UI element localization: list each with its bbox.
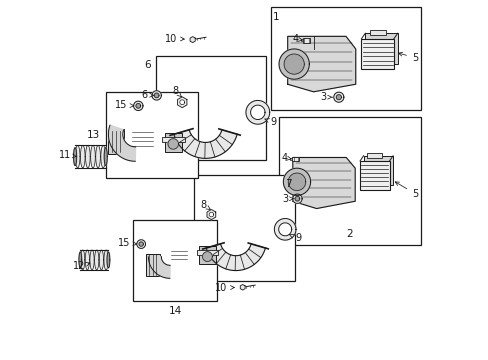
Bar [365, 33, 397, 64]
Text: 9: 9 [264, 117, 276, 127]
Polygon shape [85, 145, 90, 168]
Bar [278, 117, 420, 245]
Polygon shape [81, 250, 84, 270]
Polygon shape [240, 284, 244, 290]
Polygon shape [206, 244, 265, 271]
Bar [162, 137, 184, 142]
Polygon shape [90, 250, 94, 270]
Text: 11: 11 [59, 150, 77, 160]
Polygon shape [133, 101, 142, 111]
Bar [108, 129, 123, 154]
Polygon shape [180, 100, 184, 105]
Text: 10: 10 [215, 283, 234, 293]
Text: 6: 6 [141, 90, 153, 100]
Polygon shape [139, 242, 143, 246]
Polygon shape [85, 250, 89, 270]
Text: 12: 12 [73, 261, 90, 271]
Bar [363, 156, 392, 185]
Polygon shape [174, 130, 237, 158]
Polygon shape [96, 145, 100, 168]
Polygon shape [107, 252, 110, 268]
Bar [133, 220, 217, 301]
Polygon shape [81, 145, 85, 168]
Text: 10: 10 [164, 33, 184, 44]
Polygon shape [336, 95, 341, 100]
Text: 3: 3 [282, 194, 293, 204]
Polygon shape [99, 250, 103, 270]
Polygon shape [294, 197, 299, 201]
Polygon shape [287, 173, 305, 190]
Polygon shape [152, 91, 161, 100]
Bar [292, 157, 298, 161]
Text: 13: 13 [87, 130, 101, 140]
Polygon shape [90, 145, 95, 168]
Polygon shape [209, 212, 213, 217]
Text: 15: 15 [115, 100, 134, 110]
Text: 5: 5 [398, 52, 417, 63]
Bar [369, 30, 385, 35]
Text: 5: 5 [394, 182, 417, 199]
Polygon shape [104, 250, 108, 270]
Polygon shape [75, 145, 80, 168]
Polygon shape [287, 36, 355, 92]
Bar [366, 153, 382, 158]
Text: 7: 7 [284, 179, 291, 189]
Bar [361, 39, 393, 69]
Text: 4: 4 [281, 153, 290, 163]
Bar [300, 39, 302, 41]
Bar [106, 92, 197, 178]
Polygon shape [136, 104, 141, 108]
Polygon shape [283, 168, 310, 195]
Text: 4: 4 [292, 34, 302, 44]
Polygon shape [202, 252, 212, 261]
Bar [359, 161, 389, 190]
Polygon shape [333, 92, 343, 102]
Bar [197, 251, 218, 255]
Polygon shape [206, 210, 215, 220]
Polygon shape [104, 148, 107, 166]
Polygon shape [108, 125, 135, 161]
Bar [156, 56, 265, 160]
Polygon shape [101, 145, 105, 168]
Polygon shape [137, 240, 145, 248]
Bar [271, 7, 420, 110]
Polygon shape [245, 100, 269, 124]
Text: 8: 8 [200, 200, 210, 210]
Polygon shape [284, 54, 304, 74]
Bar [145, 253, 160, 276]
Polygon shape [177, 97, 186, 108]
Polygon shape [274, 219, 295, 240]
Polygon shape [250, 105, 264, 120]
Text: 2: 2 [346, 229, 352, 239]
Polygon shape [190, 37, 195, 42]
Bar [290, 158, 292, 160]
Polygon shape [292, 158, 354, 208]
Text: 14: 14 [168, 306, 182, 316]
Polygon shape [168, 139, 178, 149]
Polygon shape [79, 252, 81, 268]
Text: 15: 15 [118, 238, 137, 248]
Bar [302, 38, 309, 43]
Bar [194, 175, 294, 281]
Bar [199, 246, 215, 264]
Text: 8: 8 [172, 86, 181, 97]
Bar [164, 132, 182, 152]
Text: 1: 1 [273, 12, 279, 22]
Polygon shape [278, 223, 291, 236]
Polygon shape [154, 93, 159, 98]
Polygon shape [73, 148, 77, 166]
Text: 6: 6 [144, 60, 151, 70]
Text: 9: 9 [289, 233, 301, 243]
Polygon shape [94, 250, 99, 270]
Polygon shape [279, 49, 309, 79]
Polygon shape [148, 257, 170, 278]
Text: 3: 3 [320, 92, 331, 102]
Polygon shape [292, 194, 302, 203]
